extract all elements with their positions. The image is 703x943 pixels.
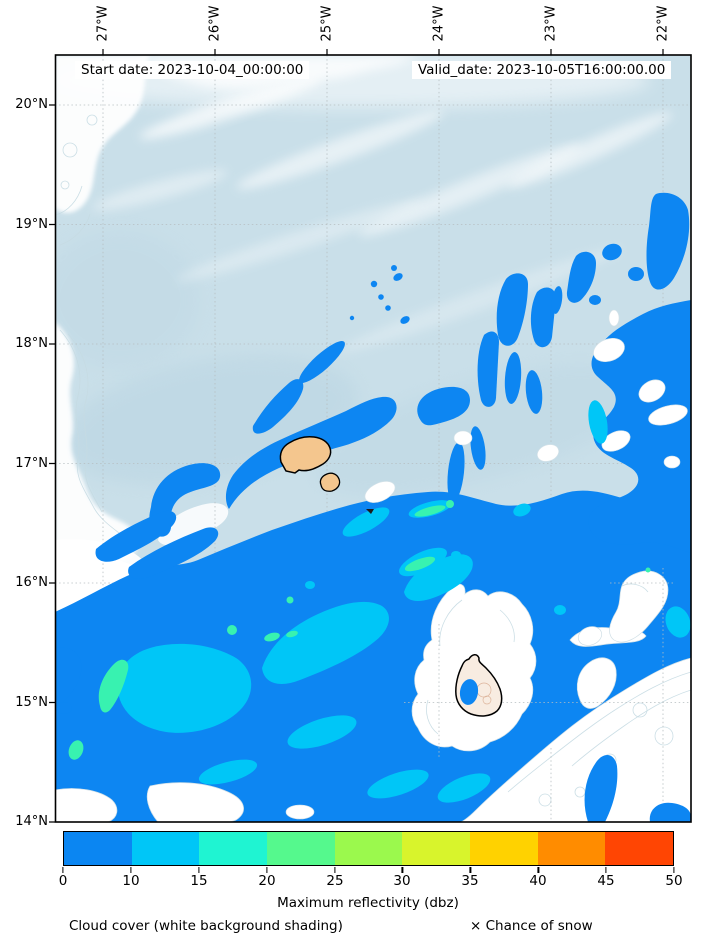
- snow-label: Chance of snow: [485, 918, 593, 934]
- lat-tick-20n: 20°N: [15, 97, 48, 112]
- rain-over-island: [459, 679, 479, 705]
- lat-tick-19n: 19°N: [15, 216, 48, 232]
- colorbar-tick-labels: 0 10 15 20 25 30 35 40 45 50: [59, 873, 683, 891]
- colorbar-segment: [199, 832, 268, 865]
- colorbar-tick: [333, 867, 336, 873]
- colorbar-label-45: 45: [597, 873, 615, 889]
- colorbar-tick: [266, 867, 268, 873]
- colorbar-tick: [469, 867, 472, 873]
- plot-border: [54, 54, 692, 823]
- colorbar-ticks: [62, 867, 675, 873]
- start-date-annotation: Start date: 2023-10-04_00:00:00: [75, 61, 310, 79]
- island-northwest-small: [319, 472, 341, 492]
- colorbar-label-40: 40: [529, 873, 547, 889]
- lat-tick-16n: 16°N: [15, 575, 48, 590]
- colorbar-label-25: 25: [326, 873, 344, 889]
- colorbar-tick: [673, 867, 675, 873]
- colorbar-cells: [63, 831, 674, 866]
- colorbar-label-50: 50: [665, 873, 683, 889]
- island-northwest-large: [279, 436, 332, 474]
- colorbar-tick: [198, 867, 200, 873]
- lon-tick-22w: 22°W: [655, 5, 671, 41]
- colorbar-label-0: 0: [58, 873, 68, 889]
- colorbar-segment: [267, 832, 335, 865]
- colorbar-tick: [605, 867, 607, 873]
- lon-tick-23w: 23°W: [543, 5, 559, 41]
- colorbar-label-35: 35: [461, 873, 479, 889]
- colorbar-label-10: 10: [122, 873, 140, 889]
- colorbar-segment: [64, 832, 132, 865]
- snow-marker-icon: ×: [470, 918, 482, 934]
- colorbar-segment: [605, 832, 674, 865]
- colorbar-label-30: 30: [393, 873, 411, 889]
- axis-ticks: [49, 49, 664, 823]
- colorbar-label-15: 15: [190, 873, 208, 889]
- reflectivity-blue-layer: [55, 192, 691, 822]
- clear-region-contours: [426, 583, 691, 807]
- lon-tick-27w: 27°W: [95, 5, 111, 41]
- colorbar-tick: [62, 867, 64, 873]
- gridlines-over-clear: [404, 568, 691, 822]
- chance-of-snow-legend: × Chance of snow: [470, 918, 593, 934]
- cloud-cover-layer: [55, 55, 691, 769]
- colorbar-segment: [402, 832, 471, 865]
- colorbar-segment: [537, 832, 606, 865]
- colorbar-tick: [130, 867, 132, 873]
- islet-speck: [366, 509, 374, 514]
- lat-tick-15n: 15°N: [15, 694, 48, 710]
- colorbar-label-20: 20: [258, 873, 276, 889]
- lat-tick-17n: 17°N: [15, 455, 48, 471]
- lon-tick-24w: 24°W: [431, 5, 447, 41]
- colorbar-tick: [537, 867, 539, 873]
- lat-tick-14n: 14°N: [15, 814, 48, 829]
- reflectivity-cyan-layer: [117, 400, 691, 803]
- lon-tick-26w: 26°W: [207, 5, 223, 41]
- colorbar-segment: [470, 832, 538, 865]
- colorbar-segment: [334, 832, 403, 865]
- colorbar-segment: [131, 832, 200, 865]
- islands: [279, 436, 503, 717]
- lon-tick-25w: 25°W: [319, 5, 335, 41]
- reflectivity-green-layer: [68, 500, 651, 760]
- cloud-holes-in-rain: [285, 309, 688, 820]
- rain-streaks-over-clear: [584, 754, 691, 822]
- colorbar-tick: [401, 867, 404, 873]
- lat-tick-18n: 18°N: [15, 336, 48, 351]
- cloud-cover-note: Cloud cover (white background shading): [69, 918, 343, 934]
- valid-date-annotation: Valid_date: 2023-10-05T16:00:00.00: [412, 61, 672, 79]
- colorbar-title: Maximum reflectivity (dbz): [277, 895, 459, 911]
